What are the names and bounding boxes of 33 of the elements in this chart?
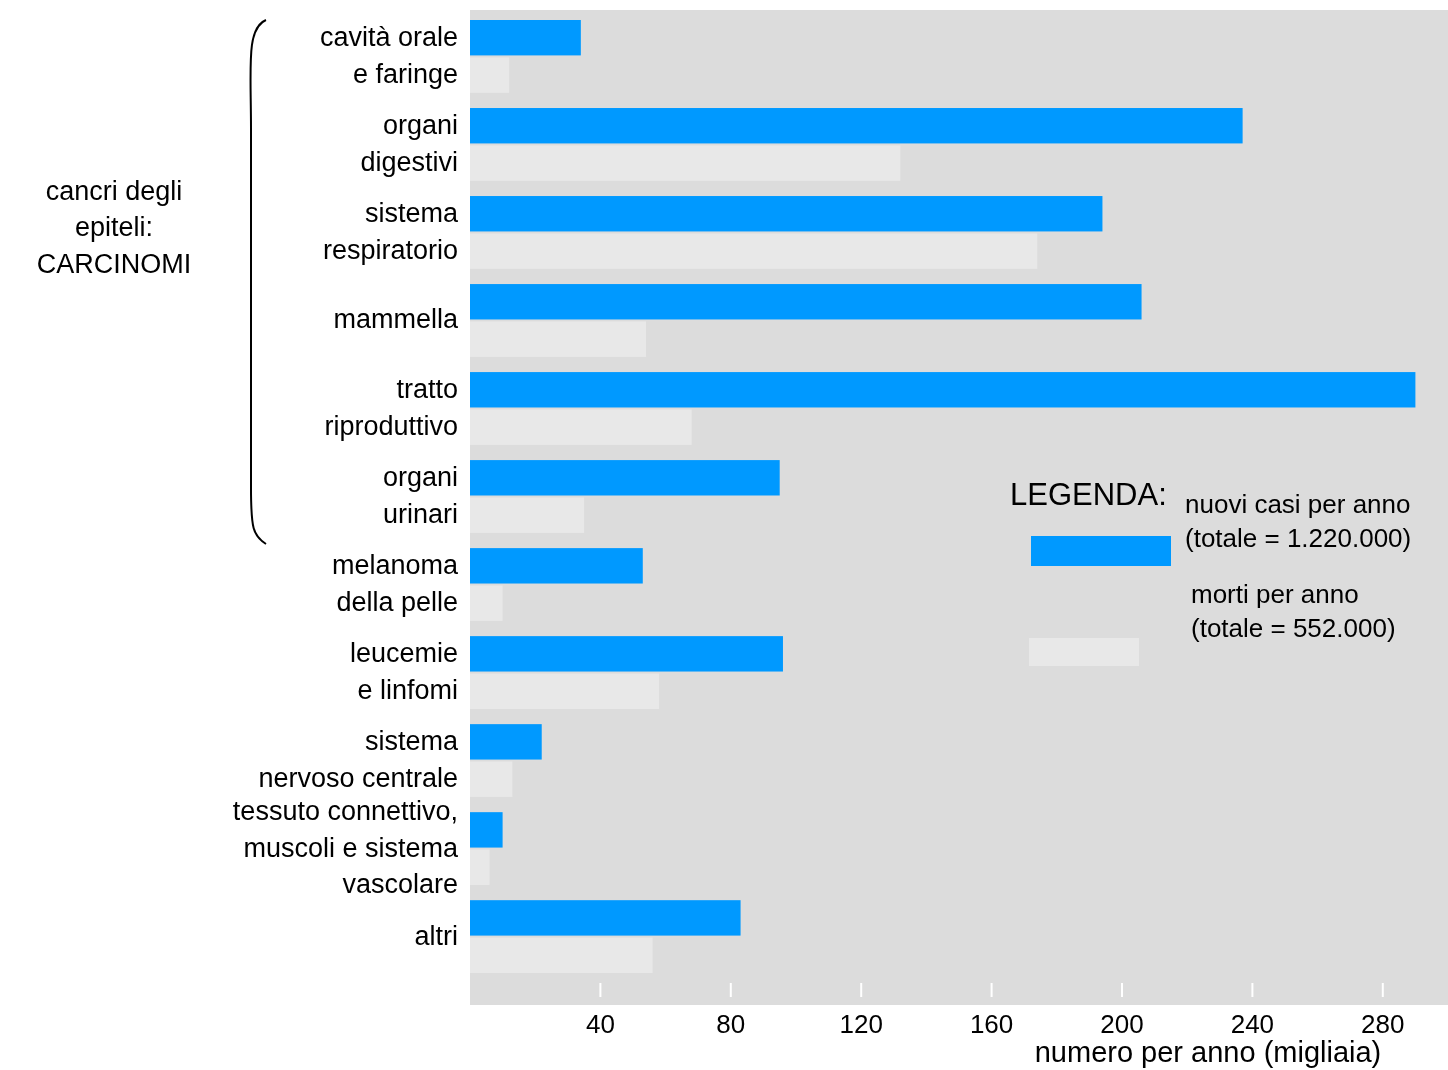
x-axis-title: numero per anno (migliaia) (1034, 1036, 1382, 1068)
x-tick-label: 80 (716, 1009, 746, 1039)
y-tick-label: melanoma della pelle (331, 550, 459, 617)
bar (470, 196, 1103, 232)
bar (470, 812, 503, 848)
y-tick-label: altri (414, 920, 458, 951)
x-tick-label: 40 (585, 1009, 615, 1039)
bar (470, 636, 783, 672)
x-tick-label: 120 (839, 1009, 883, 1039)
y-tick-label: mammella (333, 304, 459, 335)
bar (470, 284, 1142, 320)
text: nuovi casi per anno (totale = 1.220.000) (1185, 489, 1412, 553)
bar (470, 548, 643, 584)
bar (470, 724, 542, 760)
y-tick-label: cavità orale e faringe (319, 22, 458, 89)
y-tick-label: leucemie e linfomi (349, 638, 458, 705)
x-tick-label: 280 (1361, 1009, 1405, 1039)
bar (470, 20, 581, 56)
y-tick-label: organi digestivi (360, 110, 458, 177)
bar (470, 900, 741, 936)
y-tick-label: organi urinari (382, 462, 458, 529)
y-tick-label: tratto riproduttivo (324, 374, 458, 441)
text: cancri degli epiteli: CARCINOMI (36, 176, 192, 279)
x-tick-label: 200 (1100, 1009, 1144, 1039)
y-tick-label: sistema respiratorio (322, 198, 459, 265)
bar (470, 460, 780, 496)
x-tick-label: 240 (1230, 1009, 1275, 1039)
y-tick-label: tessuto connettivo, muscoli e sistema vascolare (232, 796, 459, 900)
text: morti per anno (totale = 552.000) (1191, 579, 1396, 643)
bar (470, 108, 1243, 144)
legend-title: LEGENDA: (1010, 477, 1167, 512)
bar (470, 372, 1416, 408)
x-tick-label: 160 (969, 1009, 1014, 1039)
